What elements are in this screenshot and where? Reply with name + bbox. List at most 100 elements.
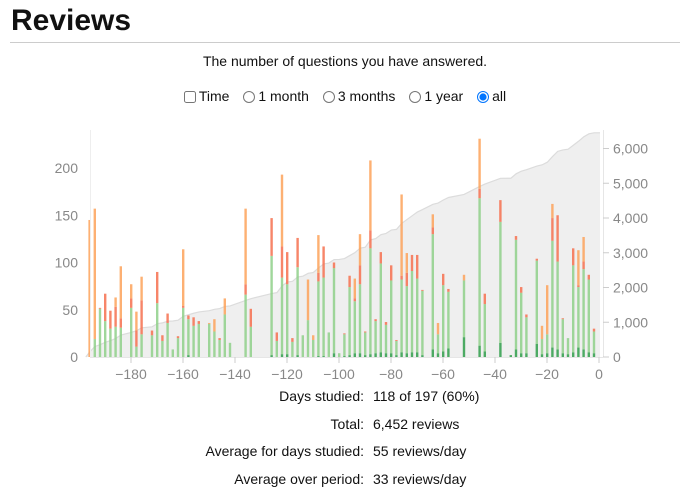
chart-subtitle: The number of questions you have answere…: [0, 53, 690, 69]
mature-bar: [416, 352, 418, 357]
relearn-bar: [130, 298, 132, 307]
stat-label: Days studied:: [279, 388, 364, 404]
learn-bar: [400, 194, 402, 275]
young-bar: [322, 278, 324, 356]
radio-1-month[interactable]: [243, 91, 255, 103]
relearn-bar: [198, 321, 200, 324]
young-bar: [520, 293, 522, 353]
mature-bar: [432, 349, 434, 357]
relearn-bar: [166, 314, 168, 323]
relearn-bar: [364, 331, 366, 332]
relearn-bar: [593, 329, 595, 332]
young-bar: [400, 280, 402, 353]
mature-bar: [380, 352, 382, 357]
young-bar: [192, 326, 194, 357]
relearn-bar: [369, 230, 371, 248]
time-toggle[interactable]: Time: [184, 88, 230, 104]
x-tick-label: −180: [115, 366, 147, 382]
mature-bar: [442, 351, 444, 357]
mature-bar: [317, 356, 319, 357]
cumulative-area: [86, 133, 600, 357]
relearn-bar: [218, 338, 220, 340]
mature-bar: [270, 355, 272, 357]
range-option-3-months[interactable]: 3 months: [323, 88, 396, 104]
mature-bar: [343, 356, 345, 357]
radio-all[interactable]: [477, 91, 489, 103]
y-right-tick-label: 2,000: [613, 280, 648, 296]
mature-bar: [187, 355, 189, 357]
stat-label: Average over period:: [234, 471, 364, 487]
learn-bar: [577, 250, 579, 285]
young-bar: [432, 234, 434, 349]
x-tick-label: −80: [379, 366, 403, 382]
young-bar: [406, 286, 408, 353]
young-bar: [250, 327, 252, 357]
relearn-bar: [276, 332, 278, 341]
young-bar: [302, 335, 304, 357]
learn-bar: [312, 335, 314, 340]
stat-value: 33 reviews/day: [373, 471, 466, 487]
x-tick-label: −40: [483, 366, 507, 382]
young-bar: [229, 343, 231, 357]
mature-bar: [572, 352, 574, 357]
mature-bar: [588, 352, 590, 357]
time-checkbox[interactable]: [184, 91, 196, 103]
range-option-1-year[interactable]: 1 year: [409, 88, 463, 104]
relearn-bar: [182, 306, 184, 308]
young-bar: [525, 317, 527, 353]
relearn-bar: [120, 318, 122, 327]
range-option-1-month[interactable]: 1 month: [243, 88, 309, 104]
young-bar: [172, 349, 174, 357]
mature-bar: [296, 355, 298, 357]
mature-bar: [411, 352, 413, 357]
relearn-bar: [551, 218, 553, 241]
young-bar: [218, 340, 220, 357]
relearn-bar: [520, 287, 522, 293]
stat-label: Average for days studied:: [205, 443, 364, 459]
y-right-tick-label: 3,000: [613, 245, 648, 261]
mature-bar: [400, 352, 402, 357]
x-tick-label: −140: [219, 366, 251, 382]
mature-bar: [406, 353, 408, 357]
mature-bar: [536, 344, 538, 357]
mature-bar: [348, 355, 350, 357]
young-bar: [374, 321, 376, 353]
relearn-bar: [156, 272, 158, 303]
stat-total: Total:6,452 reviews: [0, 416, 700, 444]
relearn-bar: [343, 333, 345, 334]
relearn-bar: [406, 273, 408, 286]
young-bar: [385, 325, 387, 353]
relearn-bar: [114, 307, 116, 327]
mature-bar: [577, 348, 579, 357]
young-bar: [364, 332, 366, 355]
relearn-bar: [99, 308, 101, 309]
radio-1-year[interactable]: [409, 91, 421, 103]
learn-bar: [432, 214, 434, 227]
range-option-all[interactable]: all: [477, 88, 506, 104]
young-bar: [442, 285, 444, 351]
young-bar: [187, 319, 189, 355]
learn-bar: [130, 284, 132, 298]
learn-bar: [541, 326, 543, 339]
young-bar: [499, 222, 501, 343]
relearn-bar: [104, 294, 106, 321]
y-right-tick-label: 0: [613, 349, 621, 365]
radio-3-months[interactable]: [323, 91, 335, 103]
learn-bar: [406, 253, 408, 273]
learn-bar: [437, 323, 439, 334]
learn-bar: [463, 275, 465, 281]
relearn-bar: [187, 315, 189, 319]
y-right-tick-label: 1,000: [613, 314, 648, 330]
stat-value: 118 of 197 (60%): [373, 388, 479, 404]
young-bar: [354, 301, 356, 353]
young-bar: [390, 280, 392, 353]
young-bar: [182, 308, 184, 357]
learn-bar: [369, 160, 371, 230]
learn-bar: [94, 209, 96, 339]
relearn-bar: [286, 252, 288, 284]
young-bar: [484, 304, 486, 351]
young-bar: [281, 278, 283, 355]
relearn-bar: [348, 276, 350, 287]
stat-average-period: Average over period: 33 reviews/day: [0, 471, 700, 498]
x-tick-label: −120: [271, 366, 303, 382]
